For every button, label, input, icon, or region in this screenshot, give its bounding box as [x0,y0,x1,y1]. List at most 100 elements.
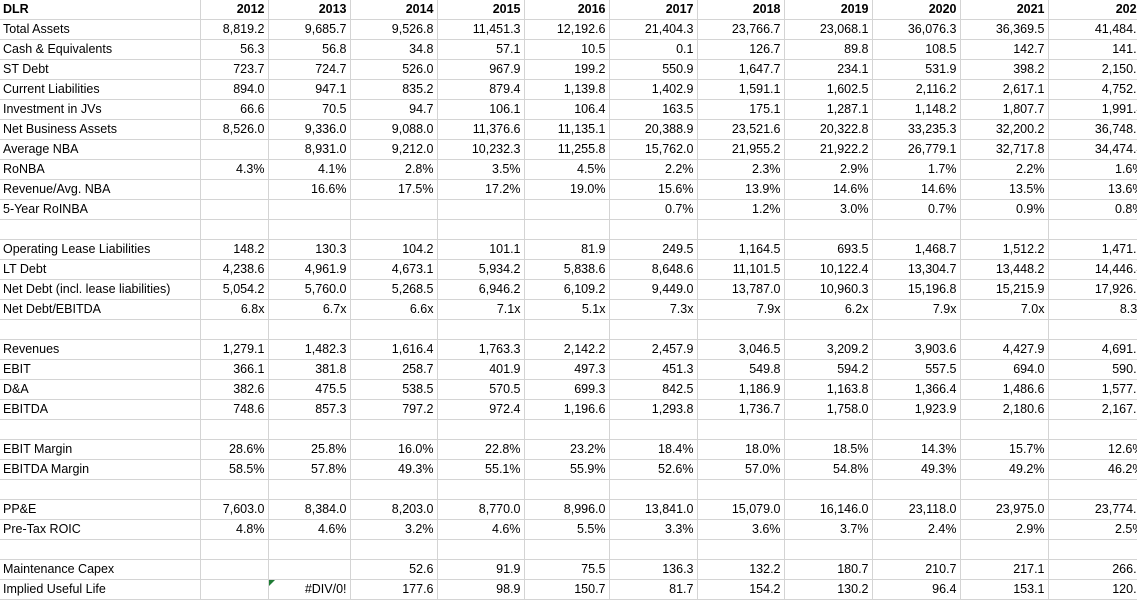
value-cell[interactable]: 557.5 [872,359,961,380]
value-cell[interactable]: 14.6% [784,179,873,200]
value-cell[interactable]: 16.0% [350,439,438,460]
row-label-cell[interactable]: Pre-Tax ROIC [0,519,201,540]
value-cell[interactable]: 163.5 [609,99,698,120]
value-cell[interactable] [872,219,961,240]
value-cell[interactable]: 1,164.5 [697,239,785,260]
value-cell[interactable]: 23,774.0 [1048,499,1137,520]
value-cell[interactable]: 15,215.9 [960,279,1049,300]
value-cell[interactable]: 2.4% [872,519,961,540]
value-cell[interactable]: 22.8% [437,439,525,460]
row-label-cell[interactable]: Net Business Assets [0,119,201,140]
value-cell[interactable]: 75.5 [524,559,610,580]
row-label-cell[interactable]: EBITDA [0,399,201,420]
value-cell[interactable]: 258.7 [350,359,438,380]
value-cell[interactable]: 18.4% [609,439,698,460]
value-cell[interactable]: 1,366.4 [872,379,961,400]
value-cell[interactable]: 5,934.2 [437,259,525,280]
value-cell[interactable]: 7.9x [697,299,785,320]
value-cell[interactable]: 526.0 [350,59,438,80]
value-cell[interactable]: 2,457.9 [609,339,698,360]
value-cell[interactable]: 52.6 [350,559,438,580]
value-cell[interactable]: 1,402.9 [609,79,698,100]
value-cell[interactable] [437,199,525,220]
value-cell[interactable]: 217.1 [960,559,1049,580]
value-cell[interactable]: 141.8 [1048,39,1137,60]
header-cell-year[interactable]: 2016 [524,0,610,20]
value-cell[interactable]: 28.6% [200,439,269,460]
value-cell[interactable]: 4,238.6 [200,259,269,280]
row-label-cell[interactable]: Investment in JVs [0,99,201,120]
value-cell[interactable]: 8.3x [1048,299,1137,320]
value-cell[interactable]: 2.2% [609,159,698,180]
value-cell[interactable]: 9,526.8 [350,19,438,40]
value-cell[interactable] [350,319,438,340]
value-cell[interactable] [960,539,1049,560]
row-label-cell[interactable]: D&A [0,379,201,400]
value-cell[interactable]: 842.5 [609,379,698,400]
value-cell[interactable] [200,479,269,500]
value-cell[interactable]: 1,468.7 [872,239,961,260]
value-cell[interactable]: 36,076.3 [872,19,961,40]
value-cell[interactable]: 0.8% [1048,199,1137,220]
row-label-cell[interactable]: RoNBA [0,159,201,180]
value-cell[interactable]: 5.5% [524,519,610,540]
value-cell[interactable]: 266.5 [1048,559,1137,580]
value-cell[interactable]: 34.8 [350,39,438,60]
row-label-cell[interactable]: Operating Lease Liabilities [0,239,201,260]
value-cell[interactable]: 15.7% [960,439,1049,460]
value-cell[interactable]: 5.1x [524,299,610,320]
value-cell[interactable]: 2,116.2 [872,79,961,100]
value-cell[interactable]: 10,960.3 [784,279,873,300]
value-cell[interactable]: 12,192.6 [524,19,610,40]
value-cell[interactable] [872,319,961,340]
value-cell[interactable]: 13,448.2 [960,259,1049,280]
value-cell[interactable]: 398.2 [960,59,1049,80]
value-cell[interactable] [350,479,438,500]
value-cell[interactable]: 1,923.9 [872,399,961,420]
value-cell[interactable]: 5,838.6 [524,259,610,280]
value-cell[interactable]: 381.8 [268,359,351,380]
row-label-cell[interactable] [0,219,201,240]
value-cell[interactable]: 4.8% [200,519,269,540]
value-cell[interactable] [697,419,785,440]
value-cell[interactable] [1048,219,1137,240]
value-cell[interactable] [200,199,269,220]
value-cell[interactable]: 49.3% [872,459,961,480]
value-cell[interactable]: 972.4 [437,399,525,420]
value-cell[interactable]: 2.3% [697,159,785,180]
value-cell[interactable]: 180.7 [784,559,873,580]
value-cell[interactable] [268,479,351,500]
value-cell[interactable]: 1,471.0 [1048,239,1137,260]
value-cell[interactable] [268,559,351,580]
value-cell[interactable]: 177.6 [350,579,438,600]
value-cell[interactable]: 17.2% [437,179,525,200]
value-cell[interactable]: 2,150.5 [1048,59,1137,80]
value-cell[interactable]: 1,512.2 [960,239,1049,260]
value-cell[interactable]: 693.5 [784,239,873,260]
value-cell[interactable]: 0.9% [960,199,1049,220]
value-cell[interactable]: 2.9% [960,519,1049,540]
value-cell[interactable]: 153.1 [960,579,1049,600]
value-cell[interactable] [350,219,438,240]
value-cell[interactable] [200,579,269,600]
value-cell[interactable]: 148.2 [200,239,269,260]
value-cell[interactable]: 6.7x [268,299,351,320]
value-cell[interactable]: 21,922.2 [784,139,873,160]
value-cell[interactable]: 249.5 [609,239,698,260]
value-cell[interactable]: 4,961.9 [268,259,351,280]
row-label-cell[interactable]: Current Liabilities [0,79,201,100]
value-cell[interactable]: 550.9 [609,59,698,80]
row-label-cell[interactable]: Implied Useful Life [0,579,201,600]
header-cell-year[interactable]: 2017 [609,0,698,20]
value-cell[interactable]: 106.4 [524,99,610,120]
value-cell[interactable]: 694.0 [960,359,1049,380]
value-cell[interactable]: 475.5 [268,379,351,400]
value-cell[interactable]: 857.3 [268,399,351,420]
value-cell[interactable]: 570.5 [437,379,525,400]
value-cell[interactable]: 1.6% [1048,159,1137,180]
value-cell[interactable]: 894.0 [200,79,269,100]
value-cell[interactable]: 104.2 [350,239,438,260]
value-cell[interactable]: 3,046.5 [697,339,785,360]
row-label-cell[interactable]: EBIT Margin [0,439,201,460]
row-label-cell[interactable]: Total Assets [0,19,201,40]
